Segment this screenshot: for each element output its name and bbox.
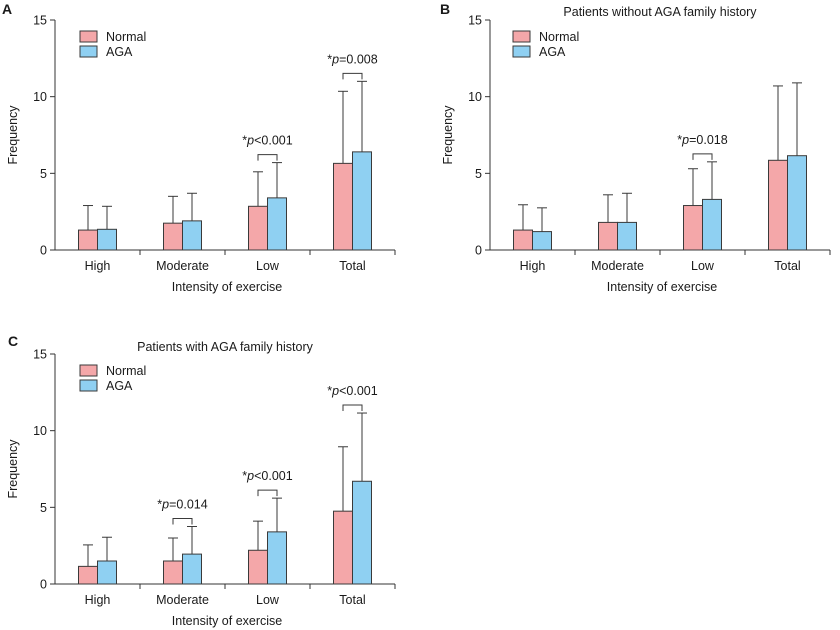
bar-normal-total — [768, 159, 788, 251]
panel-a: A 0 5 10 15 High Moderate Low Total Intensity of … — [2, 1, 396, 294]
bar-normal-low — [683, 205, 703, 251]
x-axis-label: Intensity of exercise — [607, 280, 718, 294]
p-value-total: *p<0.001 — [327, 384, 377, 398]
y-tick-label: 0 — [40, 578, 47, 592]
y-tick-label: 15 — [33, 348, 47, 362]
panel-label: B — [440, 1, 450, 17]
bar-aga-high — [97, 228, 117, 251]
x-tick-label-total: Total — [774, 259, 800, 273]
legend-swatch-aga — [512, 45, 531, 58]
bar-normal-total — [333, 510, 353, 585]
significance-bracket-low — [257, 489, 278, 497]
legend-label-normal: Normal — [106, 364, 146, 378]
x-axis-label: Intensity of exercise — [172, 614, 283, 628]
bar-normal-moderate — [163, 222, 183, 251]
chart-title: Patients without AGA family history — [563, 5, 757, 19]
x-tick-label-low: Low — [256, 593, 280, 607]
legend-swatch-normal — [79, 364, 98, 377]
legend-label-aga: AGA — [106, 45, 133, 59]
significance-bracket-low — [692, 153, 713, 160]
bar-normal-low — [248, 549, 268, 585]
bar-normal-low — [248, 205, 268, 251]
x-tick-label-moderate: Moderate — [156, 593, 209, 607]
bar-normal-total — [333, 162, 353, 251]
y-tick-label: 5 — [40, 501, 47, 515]
bar-normal-high — [78, 229, 98, 251]
panel-c: C Patients with AGA family history 0 5 10 15 H… — [6, 333, 396, 628]
y-axis-label: Frequency — [6, 105, 20, 165]
bar-normal-moderate — [598, 221, 618, 251]
y-axis-label: Frequency — [441, 105, 455, 165]
x-tick-label-high: High — [85, 259, 111, 273]
y-axis-label: Frequency — [6, 439, 20, 499]
y-tick-label: 10 — [468, 90, 482, 104]
x-tick-label-high: High — [85, 593, 111, 607]
bar-aga-moderate — [182, 553, 202, 585]
y-tick-label: 5 — [40, 167, 47, 181]
p-value-low: *p<0.001 — [242, 469, 292, 483]
p-value-total: *p=0.008 — [327, 52, 377, 66]
y-tick-label: 5 — [475, 167, 482, 181]
bar-aga-moderate — [182, 220, 202, 251]
bar-aga-moderate — [617, 221, 637, 251]
significance-bracket-total — [342, 72, 363, 80]
legend-label-normal: Normal — [539, 30, 579, 44]
bar-normal-moderate — [163, 560, 183, 585]
y-tick-label: 15 — [468, 14, 482, 28]
panel-label: A — [2, 1, 12, 17]
y-tick-label: 15 — [33, 14, 47, 28]
significance-bracket-low — [257, 154, 278, 161]
bar-aga-high — [97, 560, 117, 585]
x-tick-label-moderate: Moderate — [591, 259, 644, 273]
legend-swatch-normal — [79, 30, 98, 43]
legend-label-aga: AGA — [539, 45, 566, 59]
legend-label-aga: AGA — [106, 379, 133, 393]
y-tick-label: 10 — [33, 90, 47, 104]
panel-label: C — [8, 333, 18, 349]
y-tick-label: 0 — [40, 244, 47, 258]
y-tick-label: 10 — [33, 424, 47, 438]
x-tick-label-total: Total — [339, 593, 365, 607]
panel-b: B Patients without AGA family history 0 5 10… — [440, 1, 831, 294]
bar-aga-total — [787, 155, 807, 251]
legend-swatch-normal — [512, 30, 531, 43]
significance-bracket-total — [342, 404, 363, 412]
p-value-low: *p<0.001 — [242, 134, 292, 148]
p-value-moderate: *p=0.014 — [157, 498, 207, 512]
bar-aga-total — [352, 151, 372, 251]
bar-aga-total — [352, 480, 372, 585]
x-tick-label-total: Total — [339, 259, 365, 273]
bar-aga-low — [702, 198, 722, 251]
significance-bracket-moderate — [172, 518, 193, 525]
chart-title: Patients with AGA family history — [137, 340, 314, 354]
x-tick-label-low: Low — [691, 259, 715, 273]
legend-swatch-aga — [79, 379, 98, 392]
bar-aga-low — [267, 197, 287, 251]
legend-label-normal: Normal — [106, 30, 146, 44]
bar-aga-high — [532, 231, 552, 251]
bar-normal-high — [513, 229, 533, 251]
bar-aga-low — [267, 531, 287, 585]
legend-swatch-aga — [79, 45, 98, 58]
x-tick-label-low: Low — [256, 259, 280, 273]
p-value-low: *p=0.018 — [677, 133, 727, 147]
x-tick-label-high: High — [520, 259, 546, 273]
x-tick-label-moderate: Moderate — [156, 259, 209, 273]
x-axis-label: Intensity of exercise — [172, 280, 283, 294]
bar-normal-high — [78, 565, 98, 585]
y-tick-label: 0 — [475, 244, 482, 258]
